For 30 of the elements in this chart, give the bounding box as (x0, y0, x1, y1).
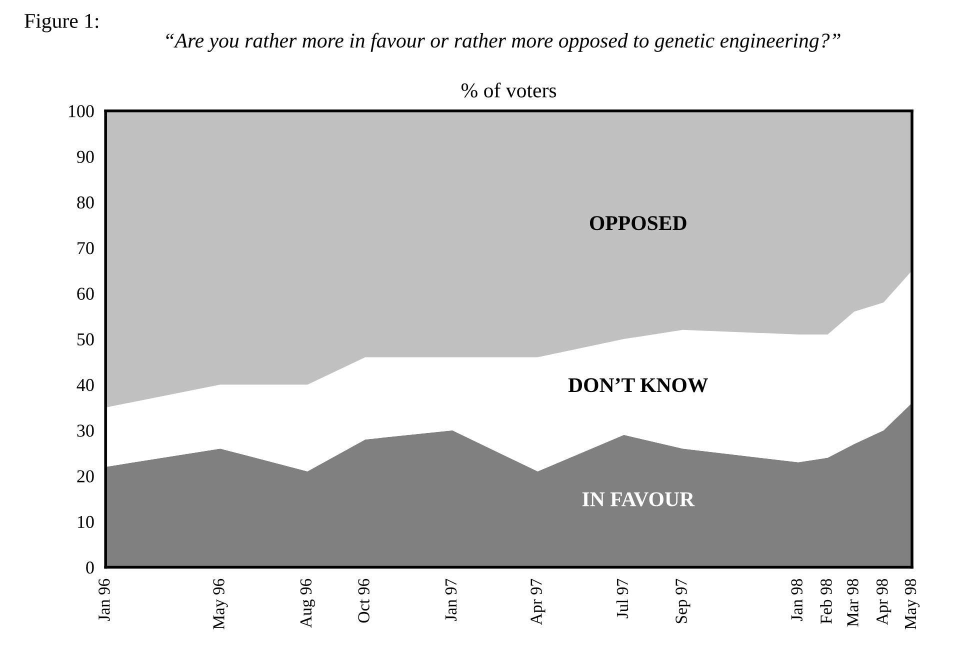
y-tick-label: 80 (77, 196, 94, 209)
y-tick-label: 100 (68, 105, 94, 118)
series-label: DON’T KNOW (568, 378, 708, 392)
x-tick-label: Apr 98 (876, 578, 892, 625)
x-tick-label: Mar 98 (847, 578, 858, 626)
x-tick-label: Aug 96 (300, 578, 315, 628)
x-tick-label: Jul 97 (616, 578, 628, 618)
y-tick-label: 60 (77, 288, 94, 300)
x-tick-label: May 96 (213, 578, 228, 630)
x-tick-label: Jan 98 (791, 578, 802, 622)
chart-title: Figure 1: (24, 14, 98, 32)
y-tick-label: 90 (77, 150, 94, 163)
y-tick-label: 50 (77, 333, 94, 346)
y-tick-label: 40 (76, 378, 94, 392)
series-label: IN FAVOUR (582, 492, 695, 506)
series-label: OPPOSED (590, 216, 686, 230)
y-tick-label: 20 (77, 470, 94, 482)
y-axis-title: % of voters (461, 82, 556, 98)
y-tick-label: 70 (78, 242, 94, 254)
y-tick-label: 10 (78, 516, 94, 528)
x-tick-label: Oct 96 (358, 578, 370, 623)
x-tick-label: Jan 96 (98, 578, 110, 622)
x-tick-label: Sep 97 (676, 578, 690, 624)
y-tick-label: 30 (77, 424, 94, 437)
y-tick-label: 0 (86, 561, 94, 574)
chart-subtitle: “Are you rather more in favour or rather more opposed to genetic engineering?” (166, 32, 840, 52)
x-tick-label: Jan 97 (445, 578, 457, 622)
x-tick-label: Apr 97 (530, 578, 546, 625)
x-tick-label: Feb 98 (820, 578, 832, 624)
x-tick-label: May 98 (904, 578, 920, 630)
